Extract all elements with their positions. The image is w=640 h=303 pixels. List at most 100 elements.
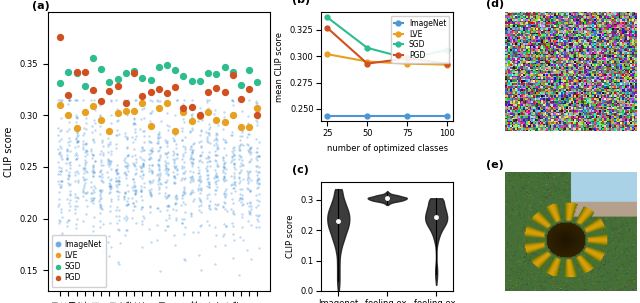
Point: [221, 224, 231, 228]
Point: [163, 193, 173, 198]
Point: [186, 214, 196, 219]
Point: [72, 139, 82, 144]
Point: [243, 179, 253, 184]
Point: [88, 228, 98, 233]
Point: [106, 113, 116, 118]
ImageNet: [444, 114, 451, 118]
Point: [245, 199, 255, 204]
Point: [87, 152, 97, 157]
Point: [193, 178, 204, 182]
Point: [163, 173, 173, 178]
Point: [95, 187, 106, 192]
Point: [252, 80, 262, 85]
Point: [147, 171, 157, 175]
Point: [235, 195, 245, 200]
Point: [230, 111, 240, 115]
Point: [144, 163, 154, 168]
Point: [170, 201, 180, 205]
Point: [226, 206, 236, 211]
Point: [80, 158, 90, 162]
Point: [253, 214, 263, 219]
Point: [111, 178, 121, 183]
Point: [202, 160, 212, 165]
Point: [95, 112, 106, 117]
Point: [170, 176, 180, 181]
Point: [123, 98, 133, 102]
Point: [195, 154, 205, 158]
Point: [243, 175, 253, 180]
Point: [202, 169, 212, 174]
Point: [244, 208, 254, 213]
Point: [161, 160, 171, 165]
Point: [131, 122, 141, 127]
Point: [219, 146, 229, 151]
Point: [86, 98, 97, 102]
Point: [56, 128, 67, 132]
Point: [211, 130, 221, 135]
Point: [145, 204, 156, 209]
Point: [138, 162, 148, 167]
Point: [72, 204, 82, 209]
Point: [202, 219, 212, 224]
Point: [63, 173, 74, 178]
Point: [237, 203, 247, 208]
Point: [178, 151, 188, 156]
Point: [147, 148, 157, 153]
Point: [89, 140, 99, 145]
Point: [103, 130, 113, 135]
Point: [219, 173, 229, 178]
Point: [228, 153, 239, 158]
Point: [161, 177, 172, 182]
Point: [226, 159, 236, 164]
Point: [53, 182, 63, 187]
Point: [161, 165, 171, 170]
Point: [186, 190, 196, 195]
Point: [105, 184, 115, 188]
Point: [88, 137, 98, 142]
Point: [187, 98, 197, 102]
Point: [56, 145, 66, 150]
Point: [154, 175, 164, 179]
Point: [163, 203, 173, 208]
Point: [72, 194, 82, 199]
Point: [153, 161, 163, 166]
Point: [180, 210, 191, 215]
Point: [129, 117, 139, 122]
Point: [209, 175, 220, 180]
Point: [177, 216, 187, 221]
Point: [252, 185, 262, 190]
Point: [137, 107, 147, 112]
Point: [254, 154, 264, 159]
Point: [89, 189, 99, 194]
Point: [243, 200, 253, 205]
Point: [131, 171, 141, 176]
Point: [211, 175, 221, 179]
Point: [252, 112, 262, 117]
Point: [202, 168, 212, 172]
Point: [211, 71, 221, 76]
Point: [245, 201, 255, 205]
Point: [228, 153, 239, 158]
Point: [137, 245, 147, 249]
Point: [196, 223, 207, 228]
Point: [236, 155, 246, 160]
Point: [136, 194, 146, 198]
Point: [146, 192, 156, 197]
Point: [123, 152, 133, 157]
Point: [70, 198, 81, 203]
Point: [96, 149, 106, 154]
Point: [111, 221, 122, 226]
Point: [169, 128, 179, 132]
Point: [78, 144, 88, 149]
Point: [89, 98, 99, 102]
Point: [204, 192, 214, 197]
Point: [211, 133, 221, 138]
Point: [95, 202, 105, 207]
Point: [221, 224, 231, 228]
Point: [61, 147, 72, 152]
Point: [130, 191, 140, 196]
Point: [96, 157, 106, 162]
Point: [179, 98, 189, 102]
Point: [105, 131, 115, 136]
Point: [147, 170, 157, 175]
